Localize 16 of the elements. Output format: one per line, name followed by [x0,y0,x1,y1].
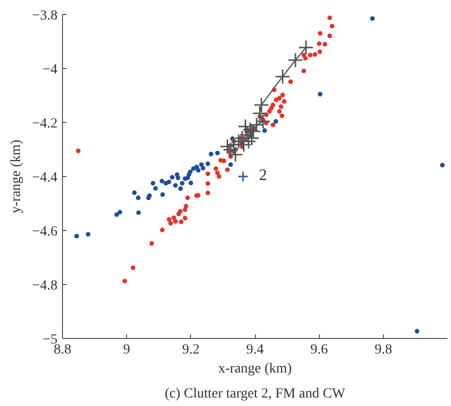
x-tick-label: 9.8 [374,342,392,358]
x-tick-label: 9.4 [246,342,264,358]
legend-label: 2 [259,167,268,185]
y-tick-label: −4.2 [32,116,58,132]
y-tick-label: −4.4 [32,170,58,186]
y-axis-title: y-range (km) [9,139,24,214]
y-tick-label: −4 [42,62,58,78]
y-tick-label: −4.8 [32,278,58,294]
x-tick-label: 9 [123,342,130,358]
x-tick-label: 9.2 [182,342,200,358]
y-tick-label: −4.6 [32,224,58,240]
text: (c) Clutter target 2, FM and CW [164,386,346,402]
x-axis-title: x-range (km) [218,362,292,376]
y-tick-label: −3.8 [32,8,58,24]
x-tick-label: 9.6 [310,342,328,358]
x-tick-label: 8.8 [54,342,72,358]
